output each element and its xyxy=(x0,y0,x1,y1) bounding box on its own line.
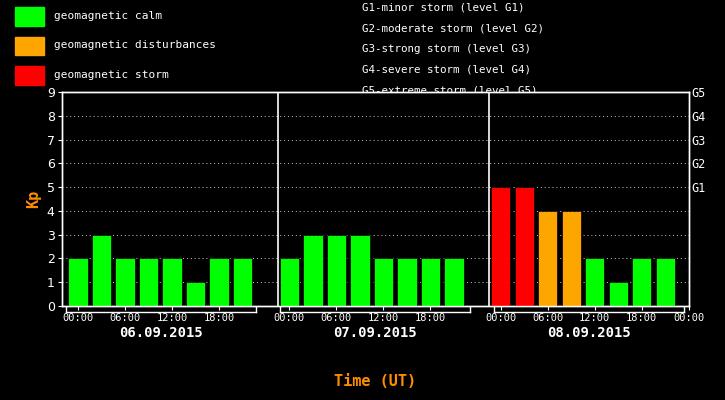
Bar xyxy=(562,211,581,306)
Bar xyxy=(162,258,182,306)
Bar xyxy=(92,235,111,306)
Bar xyxy=(186,282,205,306)
Bar xyxy=(14,66,44,85)
Bar xyxy=(139,258,158,306)
Bar xyxy=(632,258,651,306)
Text: geomagnetic calm: geomagnetic calm xyxy=(54,11,162,21)
Text: Time (UT): Time (UT) xyxy=(334,374,416,390)
Bar xyxy=(585,258,605,306)
Text: 06.09.2015: 06.09.2015 xyxy=(120,326,203,340)
Bar xyxy=(374,258,393,306)
Bar xyxy=(350,235,370,306)
Text: geomagnetic storm: geomagnetic storm xyxy=(54,70,169,80)
Bar xyxy=(115,258,135,306)
Bar xyxy=(233,258,252,306)
Bar xyxy=(14,37,44,55)
Text: G4-severe storm (level G4): G4-severe storm (level G4) xyxy=(362,64,531,74)
Bar xyxy=(420,258,440,306)
Bar xyxy=(515,187,534,306)
Bar xyxy=(280,258,299,306)
Bar xyxy=(609,282,628,306)
Text: 08.09.2015: 08.09.2015 xyxy=(547,326,631,340)
Bar xyxy=(492,187,510,306)
Bar xyxy=(327,235,346,306)
Text: G2-moderate storm (level G2): G2-moderate storm (level G2) xyxy=(362,23,544,33)
Bar xyxy=(397,258,417,306)
Text: G1-minor storm (level G1): G1-minor storm (level G1) xyxy=(362,2,525,12)
Bar xyxy=(68,258,88,306)
Text: G5-extreme storm (level G5): G5-extreme storm (level G5) xyxy=(362,85,538,95)
Bar xyxy=(538,211,558,306)
Bar xyxy=(655,258,675,306)
Bar xyxy=(210,258,228,306)
Bar xyxy=(444,258,463,306)
Y-axis label: Kp: Kp xyxy=(26,190,41,208)
Text: geomagnetic disturbances: geomagnetic disturbances xyxy=(54,40,216,50)
Text: G3-strong storm (level G3): G3-strong storm (level G3) xyxy=(362,44,531,54)
Text: 07.09.2015: 07.09.2015 xyxy=(334,326,417,340)
Bar xyxy=(14,7,44,26)
Bar xyxy=(303,235,323,306)
